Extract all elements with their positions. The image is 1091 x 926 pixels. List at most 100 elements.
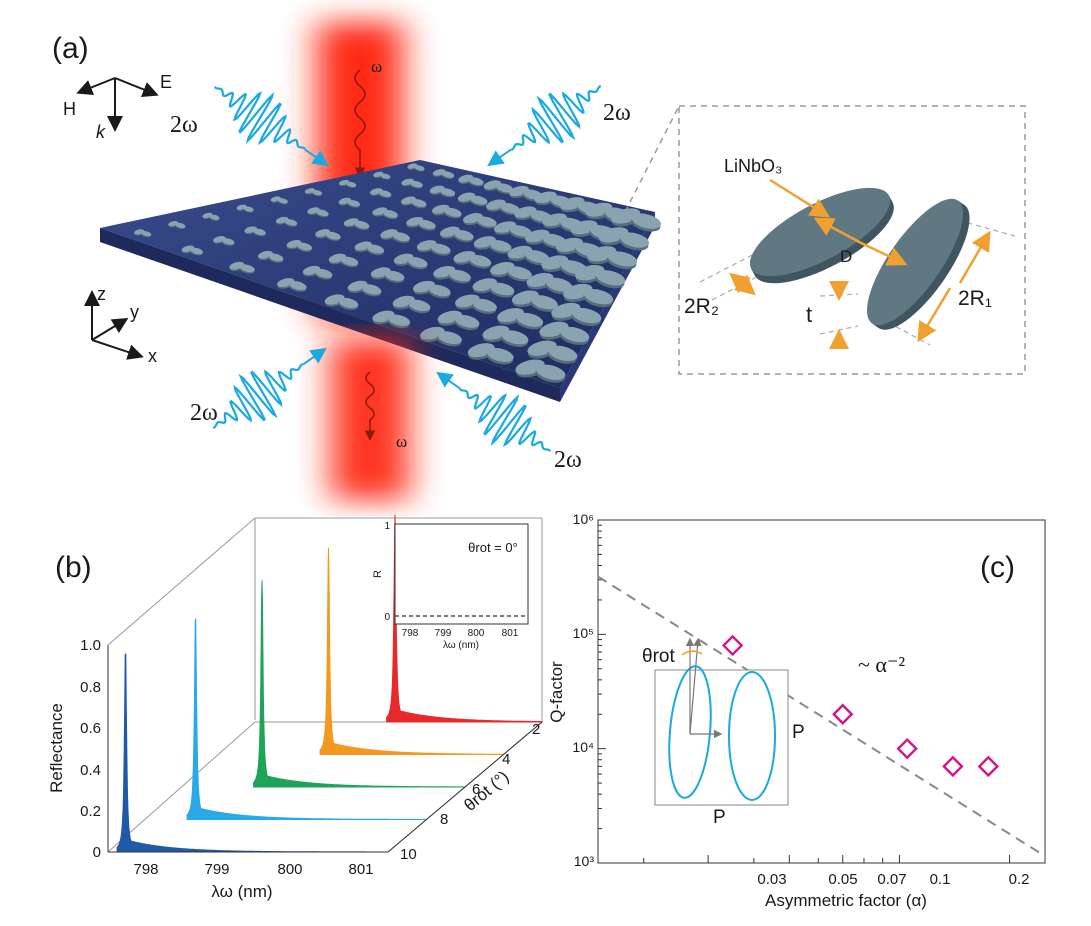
nanodisk-top bbox=[448, 269, 471, 282]
omega-out-label: ω bbox=[396, 432, 407, 451]
sh-label-bottom-right: 2ω bbox=[554, 447, 582, 473]
nanodisk-top bbox=[408, 299, 431, 312]
reflectance-curve-theta-4 bbox=[319, 547, 504, 755]
nanodisk-top bbox=[190, 247, 204, 255]
nanodisk-top bbox=[378, 190, 392, 197]
nanodisk-pair bbox=[343, 218, 370, 231]
nanodisk-pair bbox=[338, 197, 360, 208]
panel-c-label: (c) bbox=[980, 551, 1015, 584]
nanodisk-pair bbox=[315, 229, 341, 241]
q-factor-marker bbox=[721, 634, 744, 657]
z-tick-4: 4 bbox=[502, 751, 510, 768]
nanodisk-top bbox=[472, 298, 497, 312]
nanodisk-top bbox=[175, 222, 186, 229]
nanodisk-top bbox=[414, 165, 425, 171]
nanodisk-top bbox=[454, 315, 480, 328]
nanodisk-pair bbox=[463, 213, 497, 229]
nanodisk-top bbox=[410, 180, 423, 188]
x-tick-0.07: 0.07 bbox=[877, 871, 906, 888]
x-tick-798: 798 bbox=[133, 861, 158, 878]
x-tick-0.05: 0.05 bbox=[828, 871, 857, 888]
nanodisk-pair bbox=[494, 221, 532, 239]
nanodisk-pair bbox=[429, 185, 456, 198]
q-factor-marker bbox=[896, 737, 918, 760]
nanodisk-top bbox=[284, 219, 298, 226]
y-tick-labels: 0 0.2 0.4 0.6 0.8 1.0 bbox=[80, 637, 101, 861]
nanodisk-pair bbox=[324, 294, 359, 310]
nanodisk-top bbox=[346, 181, 357, 187]
nanodisk-pair bbox=[354, 241, 385, 256]
nanodisk-top bbox=[380, 173, 391, 179]
x-axis-arrow bbox=[91, 339, 144, 360]
nanodisk-top bbox=[384, 270, 405, 281]
nanodisk-pair bbox=[328, 253, 359, 268]
h-axis-label: H bbox=[63, 99, 76, 119]
nanodisk-top bbox=[489, 282, 515, 296]
nanodisk-top bbox=[571, 307, 602, 324]
nanodisk-top bbox=[509, 225, 532, 237]
minor-axis-label: 2R₂ bbox=[684, 295, 719, 318]
nanodisk-pair bbox=[392, 295, 431, 314]
nanodisk-pair bbox=[483, 180, 514, 195]
q-factor-marker bbox=[832, 703, 854, 725]
nanodisk-top bbox=[501, 330, 529, 345]
panel-c: (c) 10⁶ 10⁵ 10⁴ 10³ Q-factor 0.03 0.05 0… bbox=[547, 511, 1046, 910]
nanodisk-pair bbox=[539, 321, 590, 345]
e-axis-arrow bbox=[114, 77, 159, 97]
nanodisk-top bbox=[516, 312, 544, 327]
nanodisk-top bbox=[500, 202, 520, 214]
nanodisk-top bbox=[338, 297, 359, 309]
nanodisk-pair bbox=[458, 174, 484, 187]
y-axis-label: y bbox=[130, 302, 139, 322]
inset-ylabel: R bbox=[372, 570, 384, 578]
nanodisk-top bbox=[486, 347, 514, 362]
nanodisk-top bbox=[354, 220, 370, 229]
reflectance-curve-theta-2 bbox=[386, 514, 543, 723]
q-factor-marker bbox=[942, 755, 964, 778]
inset-annotation: θrot = 0° bbox=[468, 540, 518, 555]
nanodisk-top bbox=[366, 244, 385, 254]
nanodisk-top bbox=[495, 183, 514, 193]
nanodisk-top bbox=[347, 199, 360, 207]
distance-label: D bbox=[840, 247, 852, 266]
nanodisk-top bbox=[545, 277, 573, 292]
sh-label-top-right: 2ω bbox=[603, 100, 631, 126]
nanodisk-pair bbox=[407, 163, 425, 172]
nanodisk-pair bbox=[610, 208, 661, 232]
nanodisk-pair bbox=[181, 245, 204, 256]
reflectance-curve-theta-8 bbox=[186, 618, 427, 820]
nanodisk-pair bbox=[307, 207, 329, 218]
z-tick-8: 8 bbox=[440, 811, 448, 828]
z-axis-title: θrot (°) bbox=[460, 767, 512, 815]
nanodisk-top bbox=[428, 284, 451, 297]
nanodisk-top bbox=[595, 270, 626, 286]
nanodisk-top bbox=[470, 195, 488, 205]
inset-xtick-801: 801 bbox=[502, 628, 519, 639]
nanodisk-top bbox=[239, 264, 255, 273]
nanodisk-pair bbox=[257, 250, 284, 263]
z-tick-labels: 2 4 6 8 10 bbox=[400, 721, 540, 863]
nanodisk-pair bbox=[213, 235, 235, 246]
nanodisk-top bbox=[221, 238, 235, 245]
nanodisk-pair bbox=[401, 196, 427, 209]
nanodisk-pair bbox=[439, 226, 474, 243]
inset-ytick-1: 1 bbox=[384, 521, 390, 532]
nanodisk-pair bbox=[229, 261, 255, 274]
inset-p-bottom: P bbox=[713, 807, 726, 828]
thickness-label: t bbox=[806, 302, 812, 327]
nanodisk-pair bbox=[490, 262, 532, 282]
x-tick-800: 800 bbox=[277, 861, 302, 878]
nanodisk-top bbox=[209, 214, 220, 220]
y-tick-1e6: 10⁶ bbox=[573, 511, 594, 527]
nanodisk-pair bbox=[551, 302, 602, 327]
nanodisk-pair bbox=[373, 171, 391, 180]
nanodisk-pair bbox=[372, 310, 411, 329]
nanodisk-pair bbox=[455, 294, 497, 314]
pump-wave-out bbox=[364, 371, 376, 441]
nanodisk-pair bbox=[511, 290, 558, 312]
nanodisk-pair bbox=[168, 221, 186, 230]
field-axes: H E k bbox=[63, 72, 172, 142]
nanodisk-pair bbox=[401, 178, 423, 189]
sh-label-bottom-left: 2ω bbox=[190, 400, 218, 426]
inset-ellipse-right bbox=[728, 671, 776, 801]
